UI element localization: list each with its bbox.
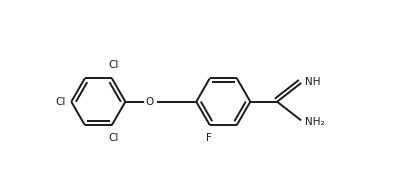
Text: F: F: [206, 133, 211, 143]
Text: Cl: Cl: [108, 133, 118, 143]
Text: NH: NH: [305, 77, 321, 87]
Text: Cl: Cl: [55, 97, 66, 107]
Text: O: O: [145, 97, 154, 107]
Text: NH₂: NH₂: [305, 117, 325, 127]
Text: Cl: Cl: [108, 60, 118, 70]
